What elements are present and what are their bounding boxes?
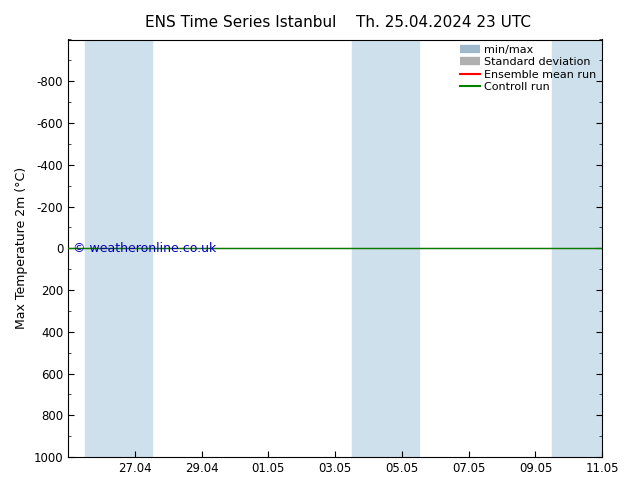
Legend: min/max, Standard deviation, Ensemble mean run, Controll run: min/max, Standard deviation, Ensemble me… bbox=[458, 43, 599, 94]
Text: © weatheronline.co.uk: © weatheronline.co.uk bbox=[74, 242, 217, 255]
Y-axis label: Max Temperature 2m (°C): Max Temperature 2m (°C) bbox=[15, 167, 28, 329]
Text: ENS Time Series Istanbul: ENS Time Series Istanbul bbox=[145, 15, 337, 30]
Bar bbox=[352, 40, 418, 457]
Bar bbox=[552, 40, 619, 457]
Bar bbox=[85, 40, 152, 457]
Text: Th. 25.04.2024 23 UTC: Th. 25.04.2024 23 UTC bbox=[356, 15, 531, 30]
